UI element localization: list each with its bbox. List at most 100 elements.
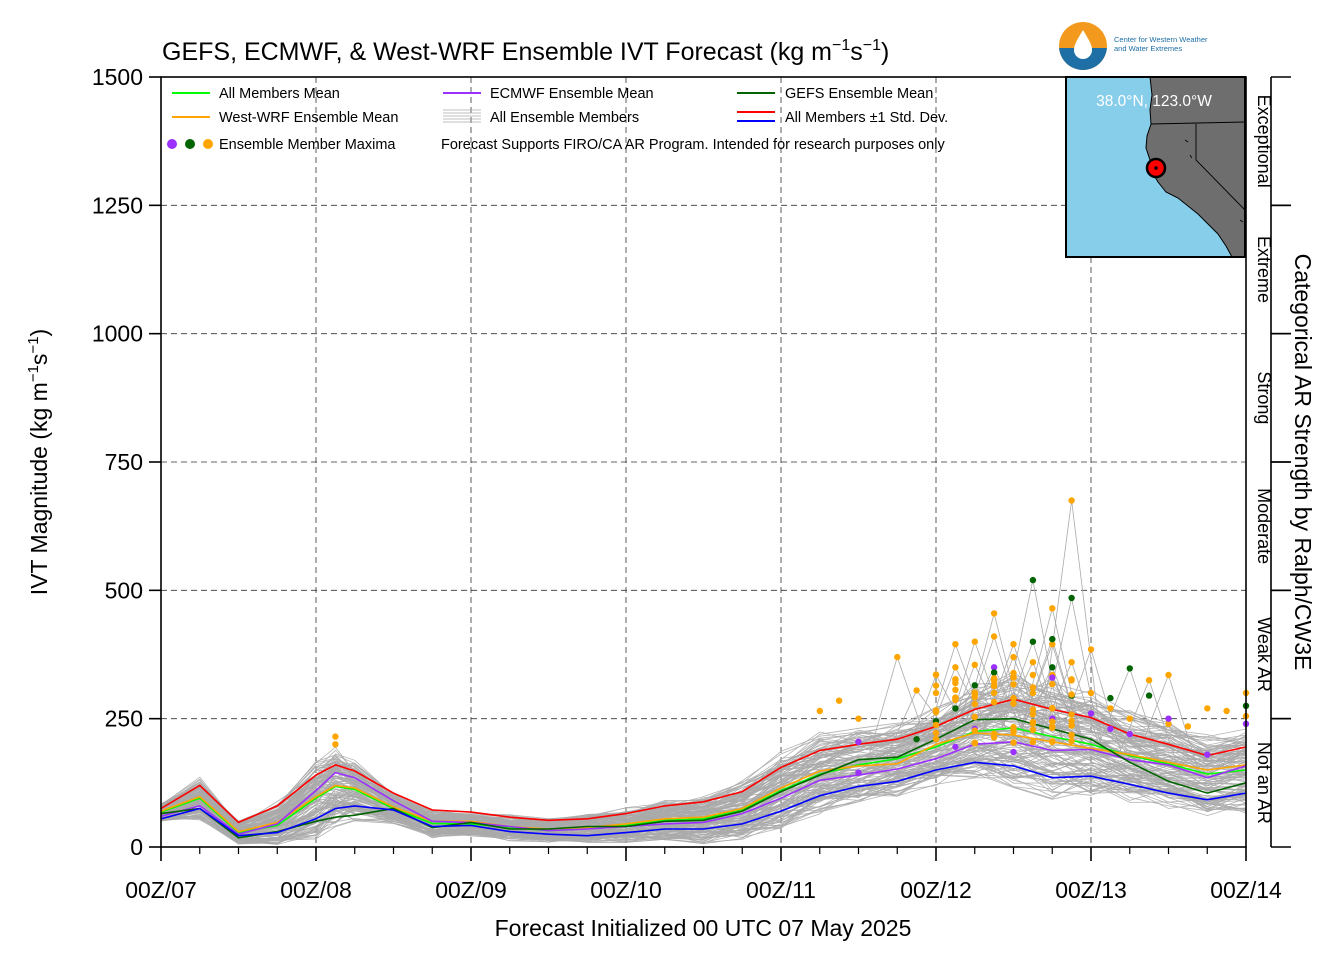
maxima-point-west-wrf [971,700,978,708]
maxima-point-ecmwf [1049,674,1056,681]
maxima-point-gefs [1049,664,1056,671]
legend-note: Forecast Supports FIRO/CA AR Program. In… [441,137,945,153]
maxima-point-west-wrf [1010,728,1017,735]
logo-drop-icon [1074,30,1092,59]
maxima-point-west-wrf [1029,659,1037,666]
maxima-point-west-wrf [1049,738,1056,746]
maxima-point-west-wrf [971,691,978,698]
legend-dot-wrf [203,139,213,149]
maxima-point-west-wrf [1184,723,1192,730]
maxima-point-west-wrf [1029,671,1037,679]
maxima-point-west-wrf [835,697,843,704]
legend-label-wrf-mean: West-WRF Ensemble Mean [219,110,398,126]
ylabel-end: ) [26,329,52,337]
legend: All Members Mean ECMWF Ensemble Mean GEF… [167,86,948,153]
maxima-point-west-wrf [932,671,940,678]
maxima-point-west-wrf [990,610,998,617]
maxima-point-west-wrf [1068,659,1075,666]
y-tick-label: 0 [130,834,143,860]
map-marker-center [1154,166,1158,170]
maxima-point-west-wrf [990,734,998,741]
maxima-point-west-wrf [971,740,978,747]
maxima-point-west-wrf [1165,720,1172,727]
ensemble-member-line [161,754,1246,841]
maxima-point-west-wrf [1029,726,1037,733]
maxima-point-west-wrf [1068,722,1075,729]
x-tick-label: 00Z/12 [900,877,972,903]
y-tick-label: 250 [105,706,143,732]
ensemble-member-line [161,754,1246,843]
maxima-point-west-wrf [1087,689,1095,697]
series-line-0 [161,698,1246,824]
maxima-point-west-wrf [1068,676,1075,683]
maxima-point-west-wrf [1010,681,1017,688]
maxima-point-west-wrf [1010,694,1017,702]
maxima-point-west-wrf [1068,737,1075,745]
maxima-point-west-wrf [1029,738,1037,746]
title-sup2: −1 [863,37,881,54]
category-label: Exceptional [1254,95,1274,188]
maxima-point-west-wrf [1068,497,1075,504]
maxima-point-ecmwf [1126,730,1134,738]
maxima-point-west-wrf [932,682,940,689]
title-sup1: −1 [832,37,850,54]
maxima-point-ecmwf [1010,748,1017,756]
ensemble-member-line [161,758,1246,844]
x-tick-label: 00Z/09 [435,877,507,903]
maxima-point-west-wrf [332,741,339,748]
ensemble-member-line [161,701,1246,830]
maxima-point-west-wrf [971,713,978,721]
maxima-point-west-wrf [952,641,959,648]
map-frame [1065,76,1246,258]
map-location-label: 38.0°N, 123.0°W [1096,93,1212,110]
maxima-point-west-wrf [913,687,920,694]
x-tick-label: 00Z/13 [1055,877,1127,903]
map-state-border [1150,121,1245,211]
maxima-point-west-wrf [1087,646,1095,653]
maxima-point-west-wrf [1068,731,1075,739]
maxima-point-west-wrf [1010,669,1017,677]
maxima-point-west-wrf [816,707,823,715]
maxima-point-ecmwf [1165,715,1172,722]
y-axis: 0 250 500 750 1000 1250 1500 [92,64,161,860]
maxima-point-west-wrf [990,689,998,697]
legend-label-ecmwf-mean: ECMWF Ensemble Mean [490,86,654,102]
ensemble-member-line [161,726,1246,833]
ensemble-member-line [161,744,1246,841]
series-line-3 [161,740,1246,836]
maxima-point-gefs [952,705,959,712]
maxima-point-west-wrf [932,689,940,697]
x-tick-label: 00Z/07 [125,877,197,903]
maxima-point-west-wrf [1029,706,1037,713]
maxima-point-west-wrf [1145,677,1153,684]
ensemble-member-line [161,750,1246,845]
ensemble-member-line [161,736,1246,838]
category-label: Strong [1254,371,1274,424]
maxima-point-west-wrf [990,675,998,682]
maxima-point-gefs [1145,692,1153,699]
maxima-point-ecmwf [855,769,862,776]
maxima-point-gefs [1049,635,1056,643]
maxima-point-gefs [1107,694,1114,702]
ensemble-maxima [332,497,1250,776]
ylabel-sup1: −1 [25,365,42,382]
legend-label-std: All Members ±1 Std. Dev. [785,110,948,126]
maxima-point-west-wrf [1029,684,1037,691]
maxima-point-ecmwf [952,743,959,751]
chart-title: GEFS, ECMWF, & West-WRF Ensemble IVT For… [162,37,889,66]
y-tick-label: 1250 [92,192,143,218]
y-tick-label: 1500 [92,64,143,90]
legend-dot-ecmwf [167,139,177,149]
maxima-point-west-wrf [1165,671,1172,679]
maxima-point-west-wrf [990,633,998,640]
title-main: GEFS, ECMWF, & West-WRF Ensemble IVT For… [162,38,832,66]
maxima-point-west-wrf [932,707,940,714]
legend-label-members: All Ensemble Members [490,110,639,126]
category-label: Moderate [1254,488,1274,564]
maxima-point-west-wrf [1029,711,1037,718]
logo-line1: Center for Western Weather [1114,35,1208,44]
maxima-point-gefs [913,736,920,743]
legend-dot-gefs [185,139,195,149]
maxima-point-gefs [1126,665,1134,672]
maxima-point-west-wrf [1107,705,1114,712]
